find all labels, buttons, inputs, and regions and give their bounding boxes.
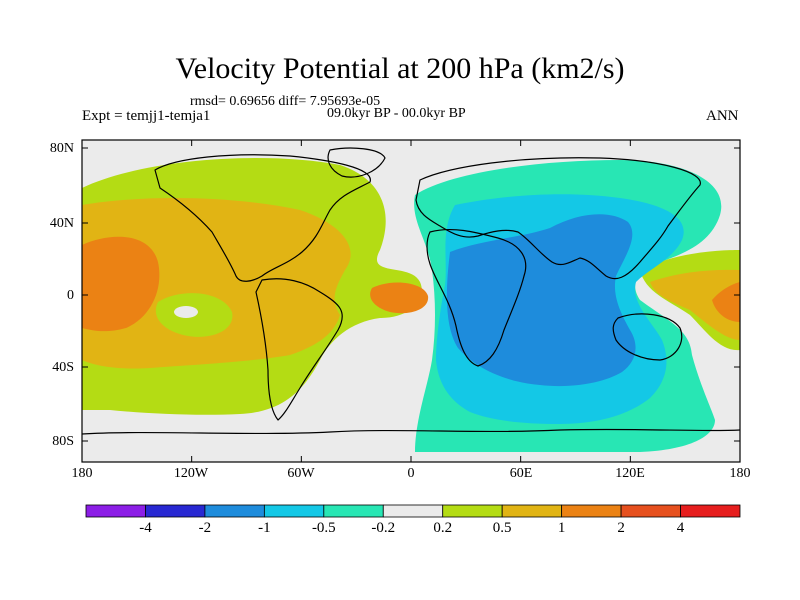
lon-label-180w: 180 bbox=[71, 466, 93, 481]
colorbar-label: 4 bbox=[676, 520, 685, 536]
lon-label-120e: 120E bbox=[615, 466, 645, 481]
colorbar-swatch bbox=[382, 504, 444, 518]
lon-label-180e: 180 bbox=[729, 466, 751, 481]
colorbar-label: 2 bbox=[617, 520, 625, 536]
colorbar-swatch bbox=[620, 504, 681, 518]
coastline-south-america bbox=[255, 278, 343, 421]
coastline-europe-asia bbox=[415, 157, 701, 280]
contour-pos-mid-pacific-2 bbox=[650, 269, 740, 340]
contour-pos-strong-pacific bbox=[712, 282, 740, 322]
lat-label-40n: 40N bbox=[49, 216, 74, 231]
contour-pos-mid bbox=[82, 198, 351, 369]
colorbar-swatch bbox=[442, 504, 503, 518]
colorbar bbox=[85, 504, 741, 518]
colorbar-label: -4 bbox=[139, 520, 152, 536]
lon-label-60w: 60W bbox=[287, 466, 315, 481]
lat-label-80n: 80N bbox=[49, 141, 74, 156]
lat-label-40s: 40S bbox=[52, 360, 74, 375]
coastlines bbox=[82, 147, 740, 435]
rmsd-diff-label: rmsd= 0.69656 diff= 7.95693e-05 bbox=[190, 94, 381, 109]
colorbar-label: 0.2 bbox=[433, 520, 453, 536]
lon-label-120w: 120W bbox=[173, 466, 209, 481]
contour-pos-strong-atlantic bbox=[370, 282, 429, 314]
plot-title: Velocity Potential at 200 hPa (km2/s) bbox=[175, 52, 625, 85]
experiment-label: Expt = temjj1-temja1 bbox=[82, 108, 211, 124]
coastline-antarctica bbox=[82, 428, 740, 435]
colorbar-swatch bbox=[145, 504, 206, 518]
lat-label-0: 0 bbox=[67, 288, 74, 303]
season-label: ANN bbox=[706, 108, 739, 124]
lat-label-80s: 80S bbox=[52, 434, 74, 449]
axis-ticks bbox=[81, 140, 741, 462]
colorbar-swatch bbox=[263, 504, 325, 518]
colorbar-swatch bbox=[85, 504, 146, 518]
colorbar-swatch bbox=[501, 504, 563, 518]
contour-neutral-hole bbox=[174, 306, 198, 318]
colorbar-swatch bbox=[323, 504, 384, 518]
colorbar-label: 1 bbox=[557, 520, 566, 536]
coastline-north-america bbox=[154, 154, 371, 282]
colorbar-label: -0.5 bbox=[311, 520, 336, 536]
colorbar-label: -0.2 bbox=[371, 520, 396, 536]
coastline-africa bbox=[426, 228, 527, 367]
contour-field bbox=[82, 140, 740, 462]
contour-neg-strong bbox=[446, 214, 636, 387]
lon-label-0: 0 bbox=[407, 466, 415, 481]
colorbar-label: 0.5 bbox=[492, 520, 512, 536]
colorbar-swatch bbox=[204, 504, 265, 518]
colorbar-label: -1 bbox=[258, 520, 271, 536]
colorbar-swatch bbox=[561, 504, 622, 518]
coastline-greenland bbox=[327, 147, 386, 178]
colorbar-label: -2 bbox=[198, 520, 212, 536]
period-label: 09.0kyr BP - 00.0kyr BP bbox=[327, 106, 466, 121]
lon-label-60e: 60E bbox=[509, 466, 533, 481]
colorbar-swatch bbox=[680, 504, 741, 518]
contour-pos-strong bbox=[82, 236, 160, 332]
coastline-australia bbox=[612, 313, 683, 361]
